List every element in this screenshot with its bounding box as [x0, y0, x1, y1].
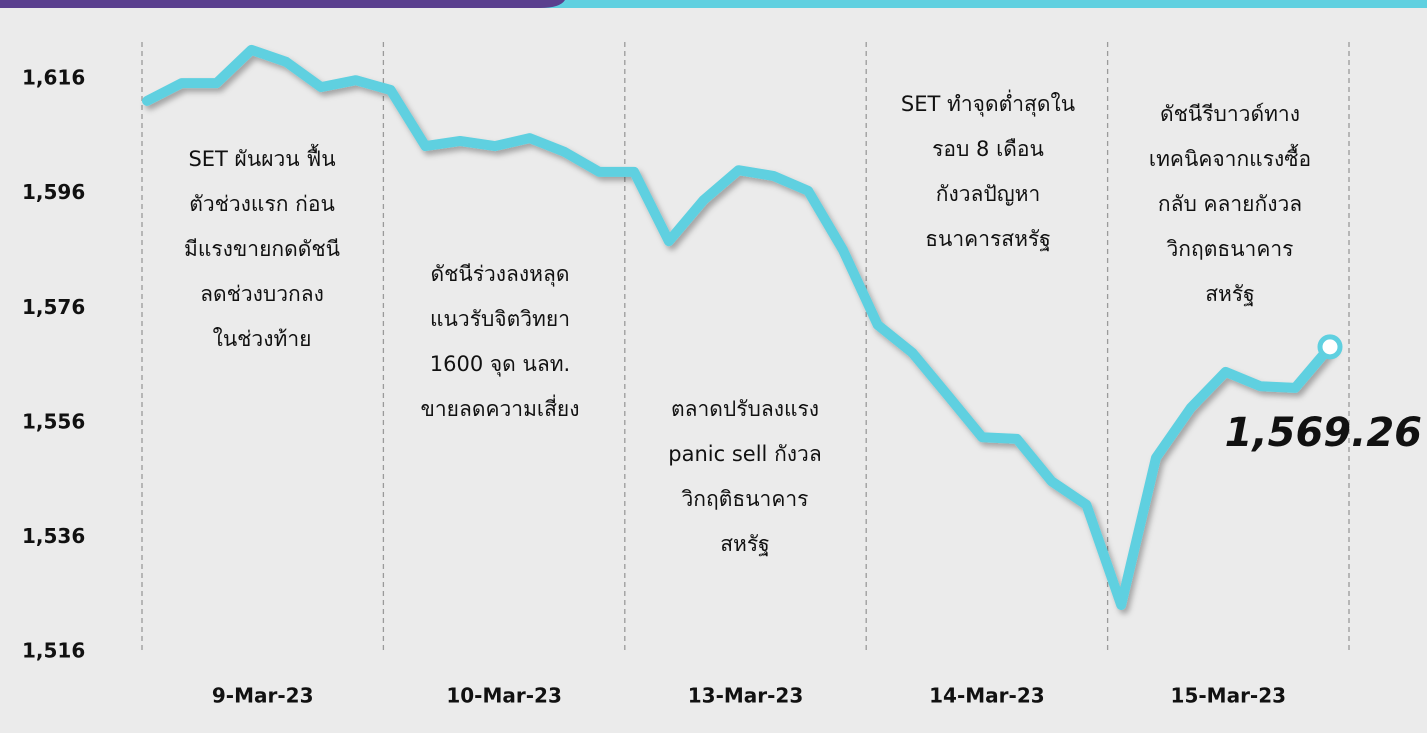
price-line: [142, 44, 1335, 610]
annotation: วิกฤติธนาคาร: [681, 487, 808, 511]
end-marker: [1317, 334, 1343, 360]
annotation: ธนาคารสหรัฐ: [925, 227, 1051, 251]
annotation: ขายลดความเสี่ยง: [421, 394, 580, 421]
annotation: ดัชนีรีบาวด์ทาง: [1160, 102, 1300, 126]
annotation: ดัชนีร่วงลงหลุด: [430, 262, 569, 287]
annotation: ตลาดปรับลงแรง: [671, 397, 819, 421]
annotation: แนวรับจิตวิทยา: [430, 307, 570, 331]
x-tick-label: 15-Mar-23: [1171, 684, 1287, 708]
y-tick-label: 1,516: [22, 639, 85, 663]
annotation: กังวลปัญหา: [936, 182, 1041, 206]
y-tick-label: 1,556: [22, 409, 85, 433]
annotation: เทคนิคจากแรงซื้อ: [1149, 144, 1311, 171]
annotation: 1600 จุด นลท.: [430, 352, 570, 377]
annotation: รอบ 8 เดือน: [932, 137, 1044, 161]
annotation: ลดช่วงบวกลง: [200, 282, 324, 306]
annotation: ตัวช่วงแรก ก่อน: [189, 192, 335, 216]
y-tick-label: 1,576: [22, 295, 85, 319]
x-tick-label: 14-Mar-23: [929, 684, 1045, 708]
annotation: สหรัฐ: [720, 532, 770, 556]
x-tick-label: 13-Mar-23: [688, 684, 804, 708]
annotation: วิกฤตธนาคาร: [1166, 237, 1293, 261]
value-label: 1,569.26: [1225, 410, 1422, 456]
y-tick-label: 1,596: [22, 180, 85, 204]
annotation: มีแรงขายกดดัชนี: [184, 237, 340, 261]
annotation: panic sell กังวล: [668, 442, 821, 466]
top-band: [540, 0, 1427, 8]
annotation: SET ผันผวน ฟื้น: [188, 144, 335, 171]
annotation: สหรัฐ: [1205, 282, 1255, 306]
y-tick-label: 1,536: [22, 524, 85, 548]
annotation: ในช่วงท้าย: [213, 327, 312, 351]
annotation: SET ทำจุดต่ำสุดใน: [901, 89, 1075, 117]
top-tab: [0, 0, 565, 8]
x-tick-label: 9-Mar-23: [212, 684, 314, 708]
annotation: กลับ คลายกังวล: [1158, 192, 1302, 216]
y-tick-label: 1,616: [22, 66, 85, 90]
x-tick-label: 10-Mar-23: [446, 684, 562, 708]
